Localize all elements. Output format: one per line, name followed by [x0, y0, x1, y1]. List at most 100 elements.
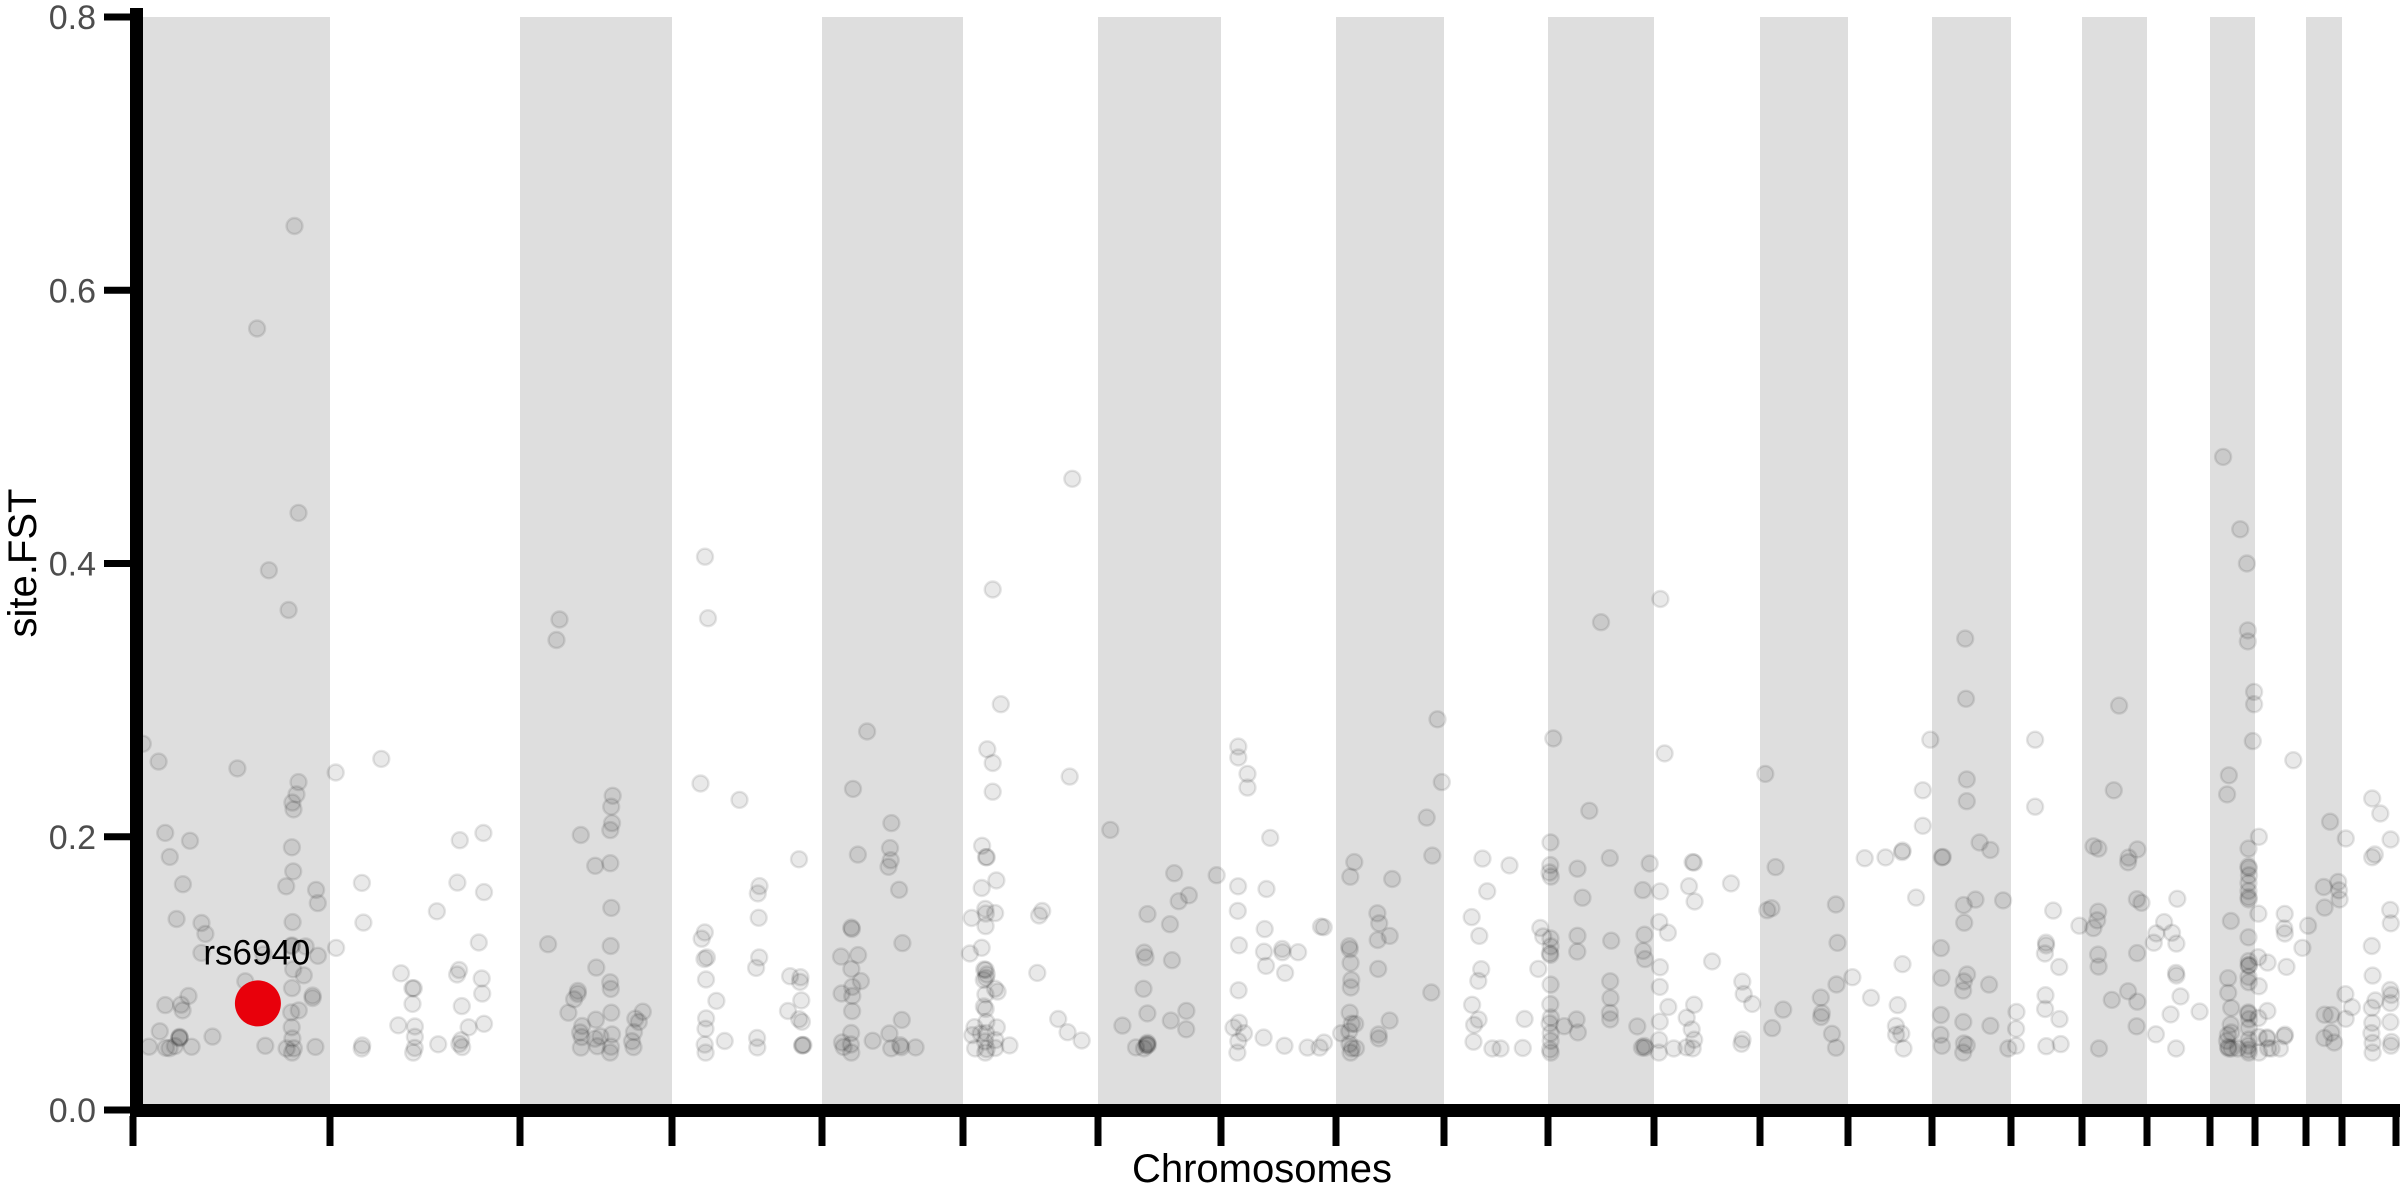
snp-point — [1600, 972, 1620, 991]
snp-point — [2239, 1036, 2258, 1055]
chromosome-band-11 — [1548, 17, 1654, 1104]
snp-point — [1310, 1038, 1329, 1057]
snp-point — [988, 982, 1007, 1001]
chromosome-band-9 — [1336, 17, 1444, 1104]
snp-outlier-point — [603, 786, 622, 805]
snp-point — [429, 1035, 448, 1054]
snp-point — [2275, 904, 2294, 924]
x-tick-mark — [129, 1116, 137, 1146]
snp-point — [986, 1030, 1005, 1050]
snp-point — [1048, 1009, 1068, 1029]
snp-point — [155, 823, 175, 843]
snp-point — [848, 845, 868, 864]
snp-point — [748, 1038, 767, 1057]
snp-point — [696, 1019, 715, 1039]
y-tick-mark — [104, 560, 130, 567]
snp-point — [1742, 994, 1762, 1014]
snp-outlier-point — [550, 610, 569, 629]
snp-point — [695, 923, 714, 942]
highlighted-snp: rs6940 — [203, 933, 310, 1027]
snp-point — [1464, 1015, 1484, 1035]
snp-point — [1931, 1005, 1951, 1025]
snp-point — [303, 988, 322, 1008]
snp-outlier-point — [2025, 730, 2045, 749]
snp-point — [1682, 1020, 1701, 1039]
snp-point — [1773, 1000, 1793, 1019]
snp-point — [1659, 997, 1678, 1017]
snp-point — [591, 1027, 610, 1046]
chromosome-band-17 — [2082, 17, 2147, 1104]
snp-point — [602, 1025, 622, 1044]
snp-point — [624, 1037, 643, 1057]
snp-point — [1954, 972, 1974, 991]
snp-outlier-point — [1229, 737, 1248, 756]
snp-point — [1340, 940, 1360, 959]
snp-point — [1341, 1043, 1360, 1062]
data-points — [133, 216, 2400, 1062]
snp-point — [1541, 945, 1560, 965]
snp-point — [1568, 942, 1587, 961]
snp-point — [1957, 965, 1977, 984]
snp-point — [1954, 1012, 1973, 1032]
snp-outlier-point — [1432, 772, 1452, 792]
snp-point — [2089, 957, 2108, 976]
snp-outlier-point — [2284, 751, 2303, 770]
snp-point — [746, 958, 766, 978]
snp-point — [1843, 968, 1862, 987]
snp-point — [1260, 828, 1280, 848]
snp-point — [1254, 942, 1274, 961]
snp-point — [879, 857, 898, 876]
snp-point — [2006, 1019, 2026, 1039]
snp-point — [1541, 1043, 1560, 1062]
snp-point — [472, 969, 491, 988]
snp-point — [960, 944, 980, 963]
snp-point — [165, 1036, 185, 1056]
snp-point — [1826, 1038, 1846, 1057]
snp-point — [602, 813, 622, 833]
chromosome-band-3 — [520, 17, 672, 1104]
snp-point — [2035, 999, 2055, 1019]
snp-point — [1340, 1034, 1359, 1054]
snp-point — [2380, 900, 2400, 920]
snp-point — [2258, 1039, 2278, 1058]
snp-point — [1341, 867, 1360, 886]
snp-point — [1423, 846, 1442, 865]
snp-point — [696, 1009, 716, 1028]
snp-point — [1000, 1036, 1019, 1055]
y-tick-mark — [104, 13, 130, 21]
snp-point — [1650, 912, 1669, 932]
snp-point — [2239, 1040, 2258, 1060]
snp-point — [1169, 892, 1188, 911]
snp-point — [1650, 1012, 1670, 1031]
snp-point — [831, 947, 851, 966]
snp-point — [2221, 998, 2241, 1018]
snp-point — [976, 916, 995, 936]
snp-point — [1721, 874, 1741, 893]
snp-point — [1126, 1038, 1146, 1057]
snp-point — [2239, 859, 2259, 878]
snp-point — [192, 913, 211, 933]
snp-outlier-point — [1417, 808, 1436, 827]
snp-point — [1113, 1016, 1132, 1035]
snp-point — [1032, 901, 1052, 921]
snp-outlier-point — [372, 749, 391, 769]
snp-point — [2239, 857, 2258, 876]
snp-point — [792, 1012, 812, 1031]
snp-point — [1028, 963, 1047, 983]
snp-point — [1677, 1008, 1696, 1027]
snp-point — [1634, 1036, 1654, 1056]
snp-point — [1649, 1030, 1669, 1050]
snp-point — [192, 943, 211, 963]
snp-point — [1207, 866, 1226, 885]
snp-point — [985, 903, 1005, 923]
snp-point — [2315, 1028, 2334, 1048]
snp-point — [780, 967, 800, 986]
x-tick-mark — [2338, 1116, 2346, 1146]
snp-point — [2088, 902, 2108, 921]
snp-point — [975, 1032, 995, 1051]
snp-point — [156, 995, 175, 1015]
snp-point — [842, 959, 861, 979]
snp-point — [1529, 959, 1548, 979]
snp-point — [974, 970, 993, 990]
snp-point — [2051, 1034, 2070, 1054]
